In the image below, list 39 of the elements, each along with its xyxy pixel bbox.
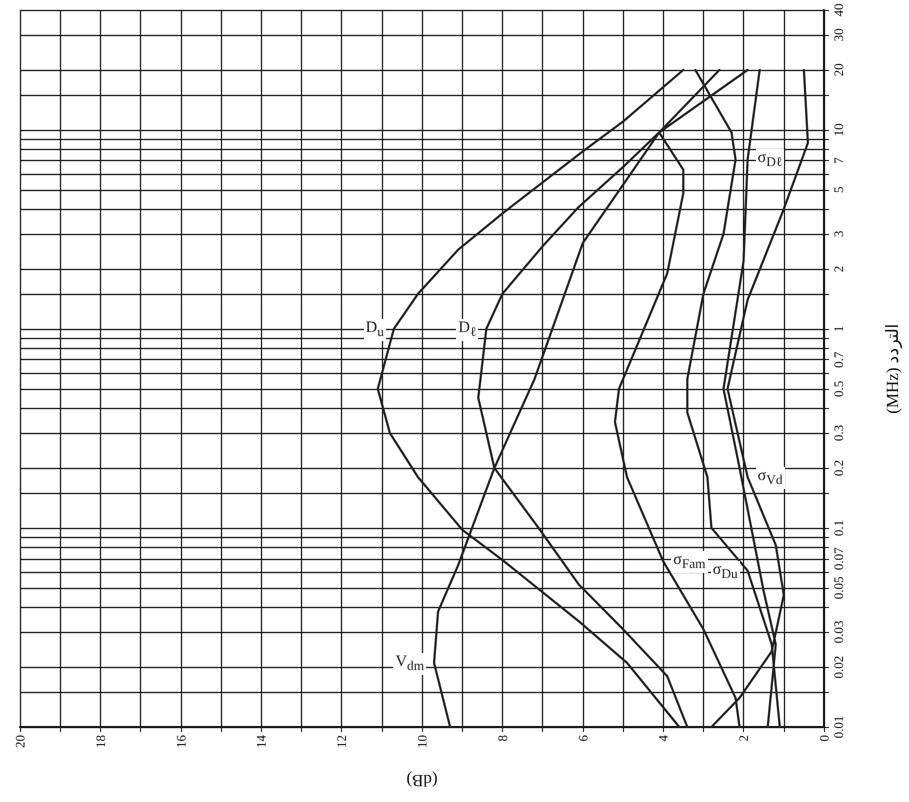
y-tick-label: 0.3 bbox=[831, 424, 846, 442]
y-tick-label: 0.02 bbox=[831, 656, 846, 678]
y-tick-label: 0.5 bbox=[831, 380, 846, 397]
x-tick-label: 10 bbox=[414, 735, 430, 748]
y-tick-label: 0.1 bbox=[831, 520, 846, 536]
x-tick-label: 8 bbox=[494, 735, 510, 742]
y-tick-label: 0.7 bbox=[831, 351, 846, 368]
y-tick-label: 10 bbox=[831, 123, 846, 136]
series-label: σ$_{Vd}$ bbox=[756, 467, 785, 490]
y-axis-title: (MHz) التردد bbox=[883, 323, 903, 414]
y-tick-label: 0.01 bbox=[831, 716, 846, 738]
y-tick-label: 0.07 bbox=[831, 546, 846, 570]
series-label: D$_{ℓ}$ bbox=[456, 318, 478, 342]
series-label: σ$_{Dℓ}$ bbox=[756, 149, 784, 172]
x-tick-label: 4 bbox=[656, 734, 671, 742]
y-tick-label: 0.05 bbox=[831, 576, 846, 600]
series-label: σ$_{Fam}$ bbox=[671, 551, 708, 574]
y-tick-label: 2 bbox=[831, 266, 846, 272]
y-tick-label: 7 bbox=[831, 156, 846, 164]
x-axis-title: (dB) bbox=[406, 771, 438, 790]
x-tick-label: 16 bbox=[173, 734, 188, 748]
x-tick-label: 12 bbox=[334, 735, 350, 748]
x-tick-label: 0 bbox=[816, 735, 832, 742]
y-tick-label: 0.03 bbox=[831, 620, 846, 644]
y-tick-label: 1 bbox=[831, 326, 846, 332]
series-label: D$_{u}$ bbox=[364, 318, 386, 342]
y-tick-label: 5 bbox=[831, 186, 846, 194]
series-label: σ$_{Du}$ bbox=[710, 560, 740, 583]
y-tick-label: 0.2 bbox=[831, 460, 846, 476]
x-tick-label: 20 bbox=[12, 735, 28, 748]
x-tick-label: 6 bbox=[575, 734, 590, 742]
y-tick-label: 3 bbox=[831, 230, 846, 238]
y-tick-label: 40 bbox=[831, 4, 846, 16]
x-tick-label: 2 bbox=[736, 735, 752, 742]
series-label: V$_{dm}$ bbox=[393, 652, 426, 676]
x-tick-label: 14 bbox=[254, 734, 269, 748]
y-tick-label: 30 bbox=[831, 28, 846, 42]
x-tick-label: 18 bbox=[92, 735, 108, 748]
y-tick-label: 20 bbox=[831, 63, 846, 76]
